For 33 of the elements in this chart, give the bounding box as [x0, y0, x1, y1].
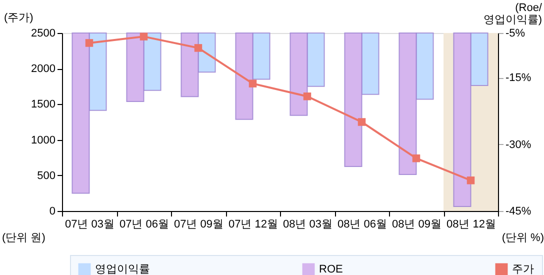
- y2-tick-label: -45%: [506, 206, 532, 218]
- legend-label: 주가: [512, 264, 534, 275]
- y2-tick-label: -5%: [506, 28, 526, 40]
- text: (단위 원): [2, 232, 46, 244]
- x-tick-label: 07년 03월: [64, 218, 115, 230]
- legend-label: 영업이익률: [95, 264, 150, 275]
- y2-axis-title: (Roe/ 영업이익률): [483, 2, 543, 26]
- y-tick-label: 500: [37, 170, 56, 182]
- point: [303, 92, 312, 100]
- point: [194, 44, 202, 52]
- point: [466, 176, 475, 184]
- point: [358, 118, 366, 126]
- y-tick-label: 0: [49, 206, 56, 218]
- y-tick-label: 1000: [31, 134, 56, 146]
- x-tick-label: 07년 06월: [119, 218, 170, 230]
- legend-label: ROE: [319, 264, 343, 275]
- point: [85, 39, 94, 47]
- y-tick-label: 2500: [31, 28, 56, 40]
- y2-tick-label: -30%: [506, 138, 532, 151]
- point: [248, 80, 257, 88]
- y-axis-title: (주가): [4, 12, 34, 24]
- x-tick-label: 07년 12월: [228, 218, 278, 230]
- x-tick-label: 08년 03월: [282, 218, 333, 230]
- point: [140, 32, 148, 40]
- x-tick-label: 08년 09월: [392, 218, 442, 230]
- y-tick-label: 2000: [31, 63, 56, 76]
- text: (단위 %): [502, 232, 544, 244]
- x-tick-label: 08년 06월: [337, 218, 388, 230]
- y-tick-label: 1500: [31, 98, 56, 111]
- x-tick-label: 07년 09월: [174, 218, 224, 230]
- y2-tick-label: -15%: [506, 72, 532, 84]
- point: [412, 154, 420, 162]
- x-tick-label: 08년 12월: [446, 218, 496, 230]
